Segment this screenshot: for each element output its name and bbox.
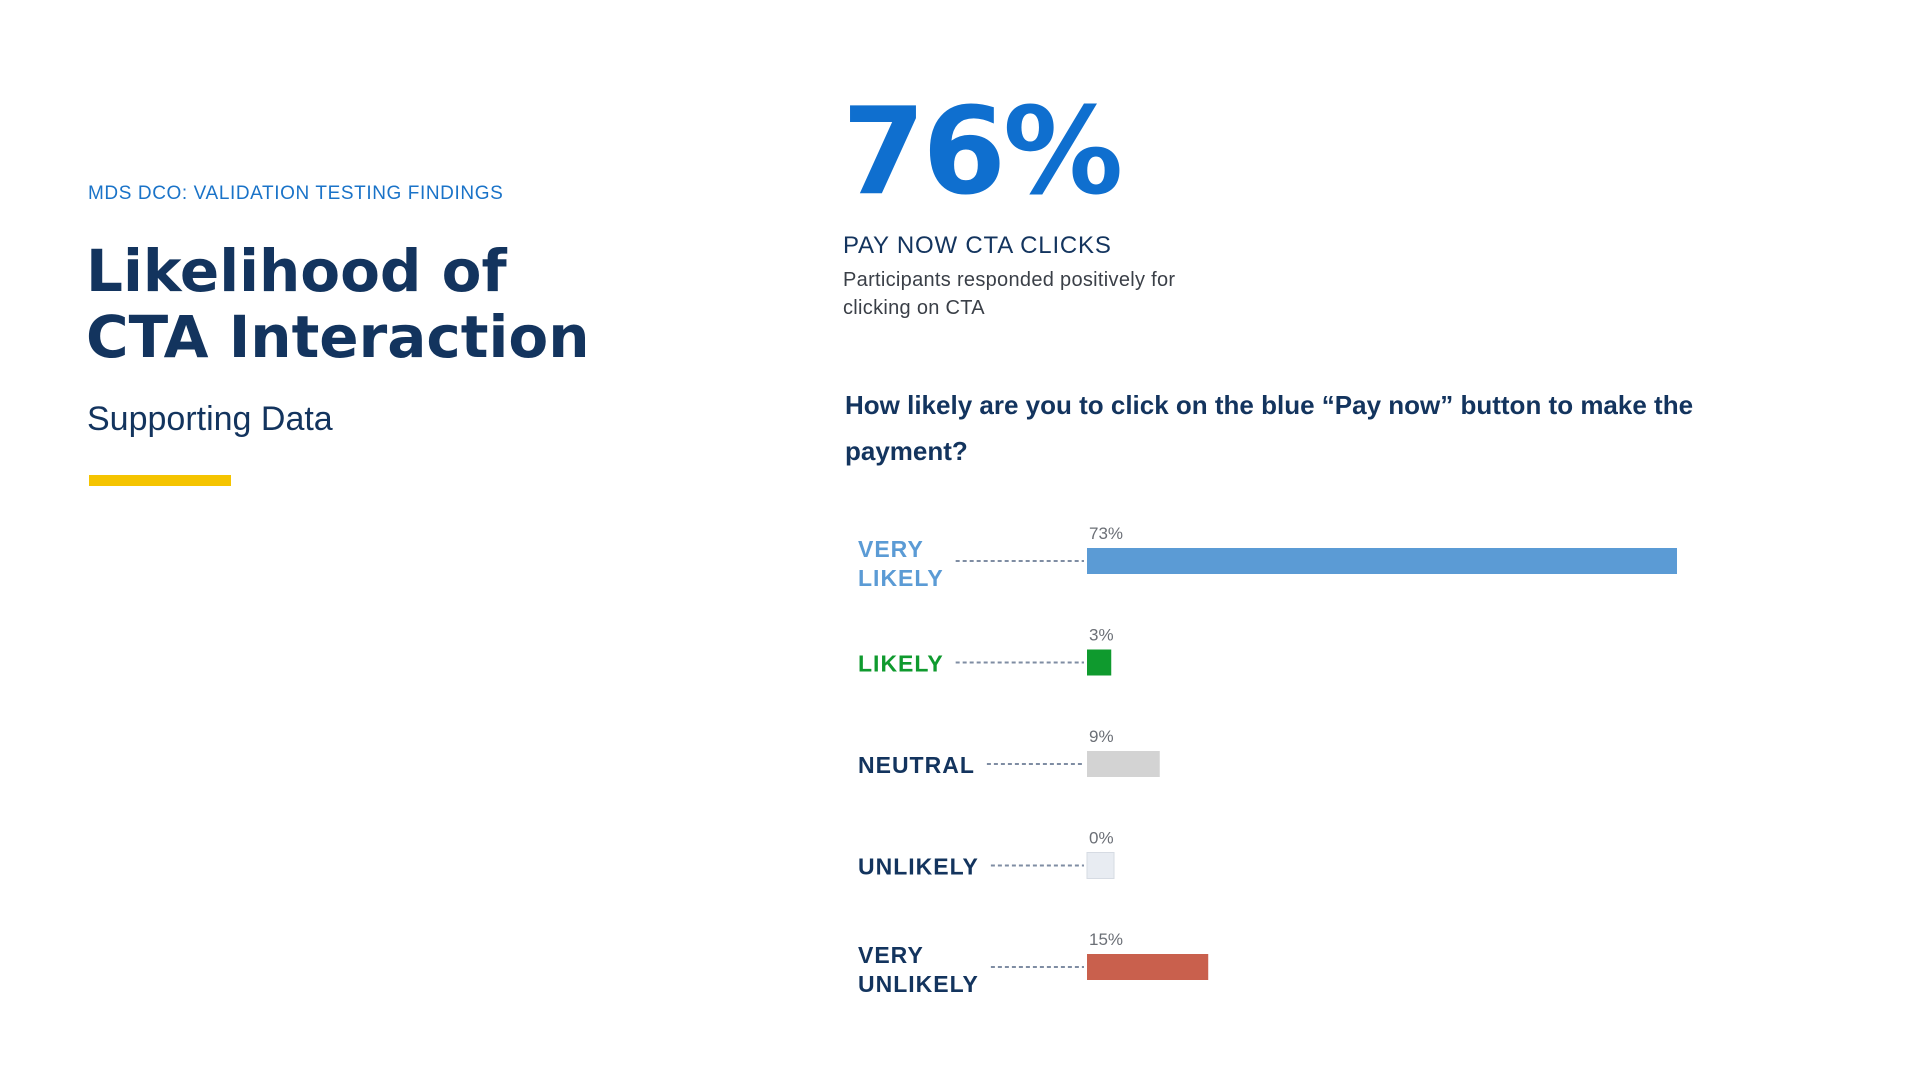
bar	[1087, 954, 1209, 980]
value-label: 73%	[1089, 524, 1123, 543]
value-label: 3%	[1089, 626, 1114, 645]
highlight-stat-label: PAY NOW CTA CLICKS	[843, 232, 1112, 259]
category-label: UNLIKELY	[858, 854, 979, 880]
value-label: 15%	[1089, 930, 1123, 949]
category-label: LIKELY	[858, 651, 944, 677]
bar	[1087, 548, 1677, 574]
highlight-stat-value: 76%	[842, 83, 1123, 222]
category-label: NEUTRAL	[858, 752, 975, 778]
bar	[1087, 751, 1160, 777]
bar	[1086, 852, 1115, 879]
highlight-stat-description: Participants responded positively for cl…	[843, 269, 1176, 319]
chart-title: How likely are you to click on the blue …	[845, 390, 1694, 466]
eyebrow-label: MDS DCO: VALIDATION TESTING FINDINGS	[88, 183, 504, 204]
page-subtitle: Supporting Data	[87, 400, 333, 438]
value-label: 0%	[1089, 829, 1114, 848]
accent-divider	[89, 475, 231, 486]
value-label: 9%	[1089, 727, 1114, 746]
category-label: VERY UNLIKELY	[858, 942, 979, 997]
bar	[1087, 649, 1112, 676]
category-label: VERY LIKELY	[858, 536, 944, 591]
page-title: Likelihood of CTA Interaction	[86, 237, 590, 371]
